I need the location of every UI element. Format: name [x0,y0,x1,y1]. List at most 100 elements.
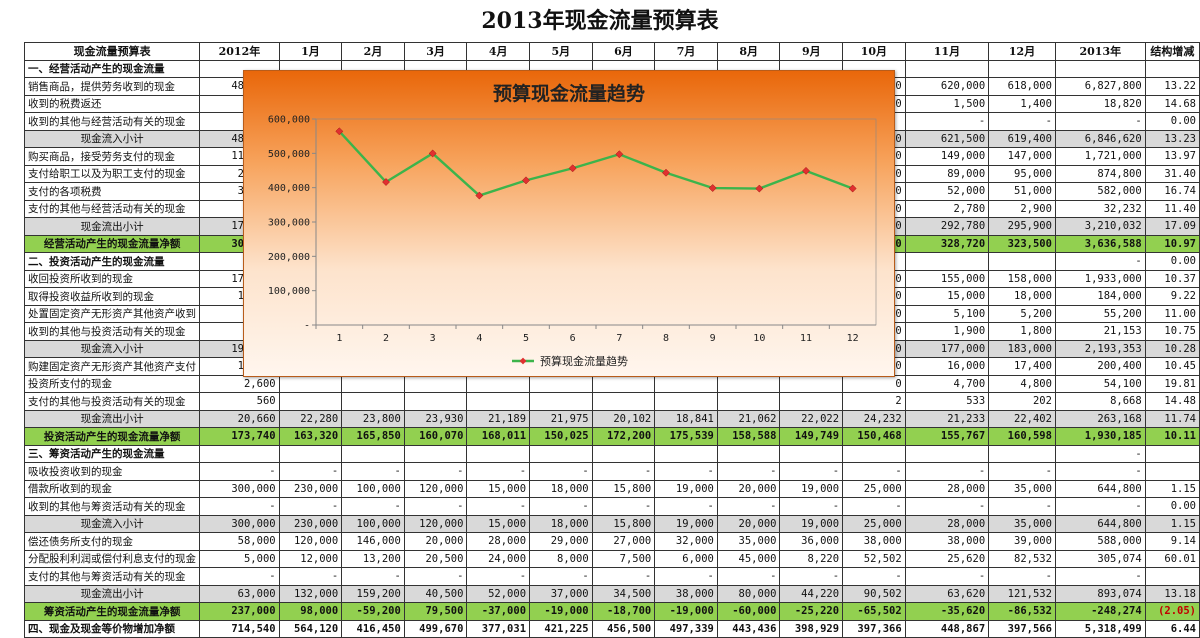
value-cell[interactable]: 15,800 [591,514,656,533]
value-cell[interactable] [199,444,280,463]
value-cell[interactable]: 300,000 [199,479,280,498]
value-cell[interactable]: 13.23 [1144,129,1200,148]
value-cell[interactable]: 155,000 [904,269,990,288]
value-cell[interactable]: - [591,497,656,516]
value-cell[interactable]: 295,900 [988,217,1056,236]
value-cell[interactable]: 621,500 [904,129,990,148]
value-cell[interactable]: 19,000 [779,514,844,533]
value-cell[interactable]: 55,200 [1054,304,1146,323]
value-cell[interactable]: -86,532 [988,602,1056,621]
value-cell[interactable] [716,374,781,393]
value-cell[interactable]: 328,720 [904,234,990,253]
value-cell[interactable]: 874,800 [1054,164,1146,183]
value-cell[interactable]: 2,780 [904,199,990,218]
value-cell[interactable]: -65,502 [842,602,906,621]
row-label-cell[interactable]: 现金流入小计 [23,339,201,358]
value-cell[interactable]: 25,000 [842,514,906,533]
value-cell[interactable]: - [591,462,656,481]
value-cell[interactable]: 20,500 [403,549,468,568]
value-cell[interactable]: 120,000 [403,479,468,498]
row-label-cell[interactable]: 收到的其他与投资活动有关的现金 [23,322,201,341]
value-cell[interactable]: 1,721,000 [1054,147,1146,166]
value-cell[interactable]: 20,102 [591,409,656,428]
value-cell[interactable]: 10.37 [1144,269,1200,288]
value-cell[interactable]: 11.40 [1144,199,1200,218]
column-header[interactable]: 8月 [716,42,781,61]
value-cell[interactable]: - [529,567,593,586]
value-cell[interactable]: 155,767 [904,427,990,446]
value-cell[interactable]: 6,846,620 [1054,129,1146,148]
column-header[interactable]: 12月 [988,42,1056,61]
value-cell[interactable]: - [1054,497,1146,516]
value-cell[interactable]: 34,500 [591,584,656,603]
row-label-cell[interactable]: 收到的税费返还 [23,94,201,113]
value-cell[interactable]: 79,500 [403,602,468,621]
value-cell[interactable] [403,374,468,393]
value-cell[interactable]: 9.14 [1144,532,1200,551]
value-cell[interactable]: 2,900 [988,199,1056,218]
value-cell[interactable]: -60,000 [716,602,781,621]
row-label-cell[interactable]: 三、筹资活动产生的现金流量 [23,444,201,463]
value-cell[interactable]: -248,274 [1054,602,1146,621]
row-label-cell[interactable]: 购买商品，接受劳务支付的现金 [23,147,201,166]
value-cell[interactable]: - [199,497,280,516]
row-label-cell[interactable]: 支付的其他与经营活动有关的现金 [23,199,201,218]
value-cell[interactable]: 893,074 [1054,584,1146,603]
value-cell[interactable]: 6.44 [1144,619,1200,638]
value-cell[interactable]: - [654,567,718,586]
value-cell[interactable]: 13.97 [1144,147,1200,166]
value-cell[interactable]: - [403,462,468,481]
value-cell[interactable]: 23,800 [341,409,405,428]
value-cell[interactable]: -37,000 [466,602,531,621]
value-cell[interactable]: 560 [199,392,280,411]
value-cell[interactable]: 305,074 [1054,549,1146,568]
value-cell[interactable]: 25,620 [904,549,990,568]
value-cell[interactable]: 8,668 [1054,392,1146,411]
row-label-cell[interactable]: 一、经营活动产生的现金流量 [23,59,201,78]
value-cell[interactable]: 6,000 [654,549,718,568]
value-cell[interactable] [278,374,343,393]
value-cell[interactable]: 16.74 [1144,182,1200,201]
value-cell[interactable]: 149,749 [779,427,844,446]
value-cell[interactable]: 456,500 [591,619,656,638]
value-cell[interactable]: 619,400 [988,129,1056,148]
value-cell[interactable]: 168,011 [466,427,531,446]
value-cell[interactable]: 6,827,800 [1054,77,1146,96]
value-cell[interactable] [591,444,656,463]
value-cell[interactable] [779,444,844,463]
value-cell[interactable]: 18,000 [988,287,1056,306]
value-cell[interactable] [403,392,468,411]
value-cell[interactable]: 10.28 [1144,339,1200,358]
value-cell[interactable]: 51,000 [988,182,1056,201]
value-cell[interactable] [278,392,343,411]
value-cell[interactable]: - [1054,444,1146,463]
row-label-cell[interactable]: 二、投资活动产生的现金流量 [23,252,201,271]
value-cell[interactable]: 45,000 [716,549,781,568]
value-cell[interactable] [988,252,1056,271]
value-cell[interactable]: 0.00 [1144,497,1200,516]
value-cell[interactable]: 24,000 [466,549,531,568]
value-cell[interactable] [341,392,405,411]
row-label-cell[interactable]: 支付的各项税费 [23,182,201,201]
value-cell[interactable]: 416,450 [341,619,405,638]
value-cell[interactable]: - [466,497,531,516]
value-cell[interactable] [591,392,656,411]
value-cell[interactable]: 121,532 [988,584,1056,603]
value-cell[interactable]: - [988,567,1056,586]
column-header[interactable]: 5月 [529,42,593,61]
value-cell[interactable]: -59,200 [341,602,405,621]
row-label-cell[interactable]: 经营活动产生的现金流量净额 [23,234,201,253]
value-cell[interactable]: 4,700 [904,374,990,393]
value-cell[interactable]: 120,000 [403,514,468,533]
value-cell[interactable]: 38,000 [842,532,906,551]
value-cell[interactable]: 54,100 [1054,374,1146,393]
value-cell[interactable]: 377,031 [466,619,531,638]
value-cell[interactable]: 397,366 [842,619,906,638]
value-cell[interactable]: 23,930 [403,409,468,428]
value-cell[interactable]: (2.05) [1144,602,1200,621]
value-cell[interactable] [466,444,531,463]
value-cell[interactable]: 582,000 [1054,182,1146,201]
value-cell[interactable]: - [199,567,280,586]
value-cell[interactable]: - [403,567,468,586]
value-cell[interactable]: 15,000 [904,287,990,306]
